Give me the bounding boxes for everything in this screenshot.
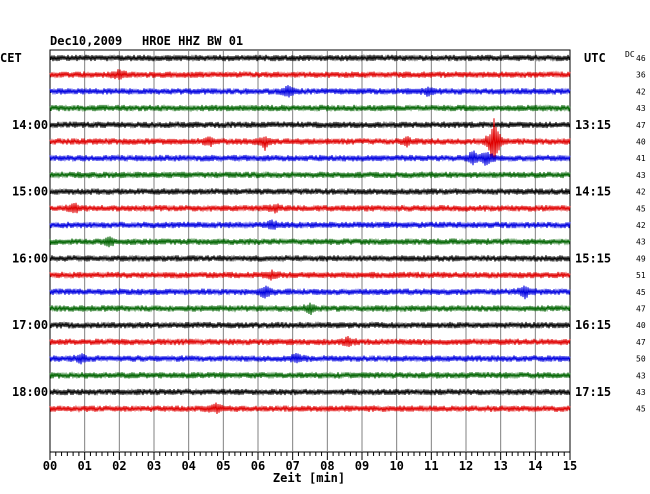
- utc-hour-label: 17:15: [575, 385, 611, 399]
- trace-line: [49, 85, 571, 98]
- dc-value: 51: [636, 271, 646, 280]
- trace-line: [49, 269, 571, 281]
- dc-value: 47: [636, 121, 646, 130]
- trace-line: [49, 219, 571, 230]
- x-tick-label: 12: [459, 459, 473, 473]
- cet-hour-label: 18:00: [12, 385, 48, 399]
- x-tick-label: 15: [563, 459, 577, 473]
- dc-value: 40: [636, 138, 646, 147]
- dc-value: 46: [636, 54, 646, 63]
- utc-hour-label: 15:15: [575, 251, 611, 265]
- trace-line: [49, 371, 571, 380]
- dc-value: 42: [636, 87, 646, 96]
- x-tick-label: 10: [389, 459, 403, 473]
- dc-value: 47: [636, 338, 646, 347]
- dc-value: 36: [636, 71, 646, 80]
- trace-line: [49, 336, 571, 348]
- utc-hour-label: 13:15: [575, 118, 611, 132]
- dc-value: 42: [636, 221, 646, 230]
- x-minor-ticks: [55, 452, 565, 456]
- x-tick-label: 13: [493, 459, 507, 473]
- x-tick-label: 09: [355, 459, 369, 473]
- station-label: HROE HHZ BW 01: [142, 34, 243, 48]
- x-tick-label: 05: [216, 459, 230, 473]
- trace-line: [49, 254, 571, 263]
- date-label: Dec10,2009: [50, 34, 122, 48]
- trace-line: [49, 352, 571, 365]
- dc-value: 50: [636, 355, 646, 364]
- x-tick-label: 00: [43, 459, 57, 473]
- utc-hour-label: 16:15: [575, 318, 611, 332]
- dc-value: 40: [636, 321, 646, 330]
- x-tick-label: 14: [528, 459, 542, 473]
- trace-line: [49, 118, 571, 162]
- trace-line: [49, 150, 571, 166]
- dc-value: 43: [636, 238, 646, 247]
- x-tick-label: 02: [112, 459, 126, 473]
- dc-value: 41: [636, 154, 646, 163]
- dc-value: 43: [636, 104, 646, 113]
- trace-line: [49, 202, 571, 214]
- cet-hour-label: 17:00: [12, 318, 48, 332]
- trace-line: [49, 236, 571, 248]
- x-tick-label: 01: [77, 459, 91, 473]
- grid-lines: [49, 50, 571, 460]
- x-tick-label: 04: [181, 459, 195, 473]
- trace-line: [49, 321, 571, 330]
- dc-value: 49: [636, 254, 646, 263]
- dc-value: 45: [636, 288, 646, 297]
- dc-value: 47: [636, 305, 646, 314]
- trace-line: [49, 120, 571, 129]
- trace-line: [49, 387, 571, 397]
- dc-value: 42: [636, 188, 646, 197]
- dc-value: 43: [636, 371, 646, 380]
- trace-line: [49, 285, 571, 300]
- dc-value: 43: [636, 388, 646, 397]
- dc-value: 45: [636, 204, 646, 213]
- trace-line: [49, 187, 571, 196]
- trace-line: [49, 302, 571, 316]
- dc-label: DC: [625, 50, 635, 59]
- x-tick-label: 11: [424, 459, 438, 473]
- seismic-traces: [49, 54, 571, 415]
- x-tick-label: 08: [320, 459, 334, 473]
- trace-line: [49, 104, 571, 113]
- cet-hour-label: 15:00: [12, 185, 48, 199]
- x-tick-label: 07: [285, 459, 299, 473]
- utc-hour-label: 14:15: [575, 185, 611, 199]
- trace-line: [49, 54, 571, 63]
- x-tick-label: 06: [251, 459, 265, 473]
- x-tick-label: 03: [147, 459, 161, 473]
- cet-hour-label: 14:00: [12, 118, 48, 132]
- trace-line: [49, 402, 571, 415]
- dc-value: 45: [636, 405, 646, 414]
- utc-label: UTC: [584, 51, 606, 65]
- dc-value: 43: [636, 171, 646, 180]
- trace-line: [49, 69, 571, 80]
- cet-hour-label: 16:00: [12, 251, 48, 265]
- trace-line: [49, 170, 571, 180]
- x-axis-title: Zeit [min]: [273, 471, 345, 485]
- axis-labels: Dec10,2009 HROE HHZ BW 01 CET UTC DC Zei…: [0, 34, 635, 485]
- cet-label: CET: [0, 51, 22, 65]
